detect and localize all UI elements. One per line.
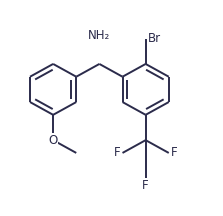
Text: F: F <box>114 146 120 159</box>
Text: O: O <box>49 134 58 147</box>
Text: NH₂: NH₂ <box>88 29 111 42</box>
Text: O: O <box>49 134 58 147</box>
Text: Br: Br <box>148 32 161 45</box>
Text: F: F <box>171 146 178 159</box>
Text: F: F <box>142 179 149 192</box>
